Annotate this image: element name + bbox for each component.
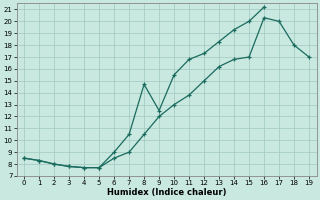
X-axis label: Humidex (Indice chaleur): Humidex (Indice chaleur) (107, 188, 226, 197)
